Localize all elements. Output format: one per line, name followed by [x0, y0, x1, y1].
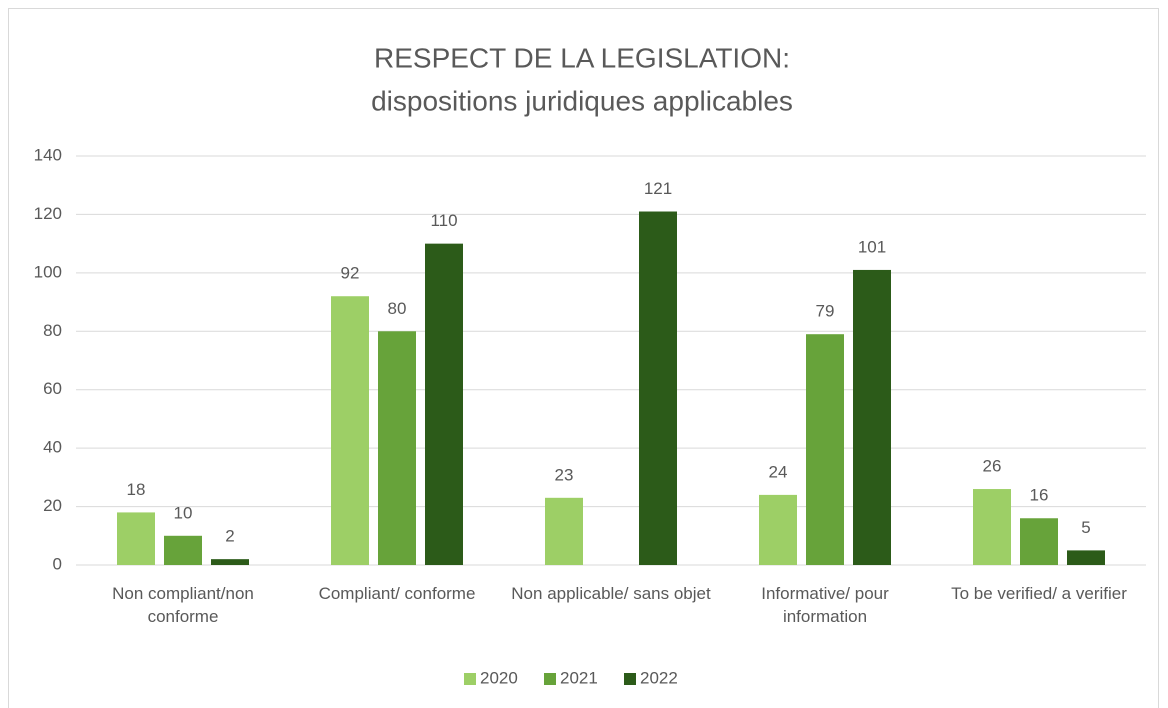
bar	[853, 269, 891, 565]
x-tick-label: Informative/ pour information	[761, 584, 889, 626]
chart-border	[8, 8, 1159, 708]
bar	[545, 497, 583, 565]
bar	[425, 243, 463, 565]
bar	[164, 535, 202, 565]
bar	[117, 512, 155, 565]
data-label: 110	[430, 211, 457, 230]
legend-label: 2021	[560, 668, 598, 687]
bar	[211, 559, 249, 565]
bar	[973, 489, 1011, 565]
y-tick-label: 100	[34, 262, 62, 281]
y-tick-label: 0	[53, 554, 62, 573]
legend-swatch	[544, 673, 556, 685]
bar	[378, 331, 416, 565]
data-label: 23	[555, 465, 574, 484]
bar	[639, 211, 677, 565]
data-label: 24	[769, 462, 788, 481]
data-label: 18	[127, 480, 146, 499]
x-tick-label: Compliant/ conforme	[318, 584, 476, 603]
data-label: 101	[858, 237, 886, 256]
data-label: 79	[816, 302, 835, 321]
bar	[1067, 550, 1105, 565]
data-label: 2	[225, 527, 234, 546]
data-label: 121	[644, 179, 672, 198]
bar	[1020, 518, 1058, 565]
legend-label: 2022	[640, 668, 678, 687]
bar	[759, 494, 797, 565]
data-label: 10	[174, 503, 193, 522]
bar	[806, 334, 844, 565]
data-label: 5	[1081, 518, 1090, 537]
y-tick-label: 80	[43, 321, 62, 340]
x-tick-label: Non compliant/non conforme	[112, 584, 254, 626]
data-label: 16	[1030, 486, 1049, 505]
bar	[331, 296, 369, 565]
data-label: 26	[983, 457, 1002, 476]
chart-title: RESPECT DE LA LEGISLATION:	[374, 42, 790, 73]
data-label: 92	[341, 264, 360, 283]
y-tick-label: 120	[34, 204, 62, 223]
legend-label: 2020	[480, 668, 518, 687]
data-label: 80	[388, 299, 407, 318]
y-tick-label: 40	[43, 438, 62, 457]
chart-subtitle: dispositions juridiques applicables	[371, 85, 793, 116]
legend-swatch	[624, 673, 636, 685]
x-tick-label: Non applicable/ sans objet	[511, 584, 711, 603]
y-tick-label: 60	[43, 379, 62, 398]
x-tick-label: To be verified/ a verifier	[951, 584, 1127, 603]
legend-swatch	[464, 673, 476, 685]
y-tick-label: 140	[34, 145, 62, 164]
y-tick-label: 20	[43, 496, 62, 515]
